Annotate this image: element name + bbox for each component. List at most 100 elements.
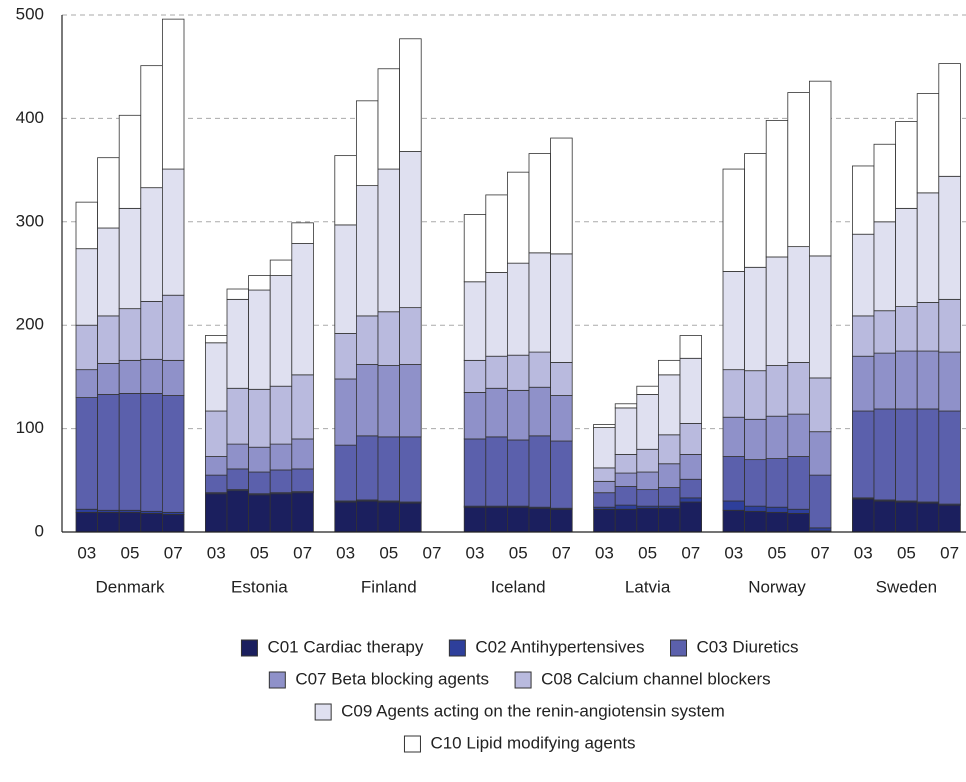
legend-label: C10 Lipid modifying agents xyxy=(430,733,635,752)
legend-label: C07 Beta blocking agents xyxy=(295,669,489,688)
bar-segment xyxy=(852,355,875,412)
bar-segment xyxy=(75,201,99,250)
bar-segment xyxy=(97,511,120,533)
bar-segment xyxy=(248,494,271,533)
bar-segment xyxy=(118,393,142,511)
bar-segment xyxy=(895,207,918,307)
bar-segment xyxy=(593,424,616,428)
x-tick-label: 05 xyxy=(897,543,916,562)
bar-segment xyxy=(636,448,659,473)
legend-label: C02 Antihypertensives xyxy=(475,637,644,656)
legend-swatch xyxy=(670,639,688,657)
bar-segment xyxy=(399,364,422,438)
bar-segment xyxy=(118,207,142,310)
bar-segment xyxy=(895,121,918,209)
x-tick-label: 03 xyxy=(466,543,485,562)
y-tick-label: 300 xyxy=(16,211,44,230)
bar-segment xyxy=(765,511,789,533)
x-tick-label: 07 xyxy=(423,543,442,562)
bar-segment xyxy=(787,413,810,457)
bar-segment xyxy=(787,508,810,514)
bar-segment xyxy=(140,512,163,533)
bar-segment xyxy=(679,497,703,503)
bar-segment xyxy=(140,65,163,189)
bar-segment xyxy=(722,369,746,418)
y-tick-label: 500 xyxy=(16,4,44,23)
bar-segment xyxy=(528,351,552,388)
bar-segment xyxy=(485,272,508,357)
bar-segment xyxy=(377,436,401,502)
bar-segment xyxy=(809,255,832,379)
bar-segment xyxy=(809,527,832,532)
bar-segment xyxy=(355,185,379,317)
bar-segment xyxy=(204,410,228,457)
bar-segment xyxy=(334,333,357,380)
bar-segment xyxy=(226,298,250,389)
bar-segment xyxy=(765,415,789,459)
y-tick-label: 0 xyxy=(35,521,44,540)
bar-segment xyxy=(679,357,703,424)
bar-segment xyxy=(528,507,552,533)
bar-segment xyxy=(614,486,638,506)
bar-segment xyxy=(399,502,422,533)
bar-segment xyxy=(528,386,552,437)
bar-segment xyxy=(118,359,142,394)
bar-segment xyxy=(787,92,810,248)
bar-segment xyxy=(399,436,422,503)
bar-segment xyxy=(873,221,897,312)
bar-segment xyxy=(636,394,659,450)
x-tick-label: 05 xyxy=(768,543,787,562)
bar-segment xyxy=(485,387,508,438)
bar-segment xyxy=(636,507,659,533)
x-tick-label: 07 xyxy=(940,543,959,562)
x-tick-label: 03 xyxy=(854,543,873,562)
x-tick-label: 05 xyxy=(121,543,140,562)
x-tick-label: 03 xyxy=(77,543,96,562)
x-tick-label: 07 xyxy=(293,543,312,562)
bar-segment xyxy=(679,478,703,499)
bar-segment xyxy=(873,310,897,354)
bar-segment xyxy=(938,175,961,300)
group-label: Denmark xyxy=(96,577,165,596)
bar-segment xyxy=(377,365,401,438)
bar-segment xyxy=(658,359,681,376)
bar-segment xyxy=(765,365,789,417)
bar-segment xyxy=(765,120,789,258)
bar-segment xyxy=(161,359,185,396)
x-tick-label: 05 xyxy=(379,543,398,562)
bar-segment xyxy=(226,468,250,491)
bar-segment xyxy=(593,480,616,494)
bar-segment xyxy=(787,246,810,363)
bar-segment xyxy=(75,369,99,398)
bar-segment xyxy=(658,434,681,465)
bar-segment xyxy=(334,501,357,533)
bar-segment xyxy=(269,493,293,533)
bar-segment xyxy=(204,456,228,476)
bar-segment xyxy=(895,306,918,352)
bar-segment xyxy=(355,100,379,187)
bar-segment xyxy=(614,407,638,455)
bar-segment xyxy=(809,377,832,433)
x-tick-label: 03 xyxy=(207,543,226,562)
bar-segment xyxy=(528,252,552,353)
x-tick-label: 03 xyxy=(724,543,743,562)
bar-segment xyxy=(895,501,918,533)
bar-segment xyxy=(852,498,875,533)
bar-segment xyxy=(291,374,314,440)
bar-segment xyxy=(679,501,703,533)
bar-segment xyxy=(161,294,185,361)
bar-segment xyxy=(593,467,616,482)
bar-segment xyxy=(355,315,379,365)
bar-segment xyxy=(248,388,271,448)
y-tick-label: 100 xyxy=(16,418,44,437)
bar-segment xyxy=(744,153,767,268)
bar-segment xyxy=(787,362,810,415)
bar-segment xyxy=(485,506,508,533)
bar-segment xyxy=(161,18,185,170)
bar-segment xyxy=(269,275,293,387)
bar-segment xyxy=(97,157,120,229)
bar-segment xyxy=(463,281,487,361)
bar-segment xyxy=(550,362,573,396)
bar-segment xyxy=(722,500,746,511)
